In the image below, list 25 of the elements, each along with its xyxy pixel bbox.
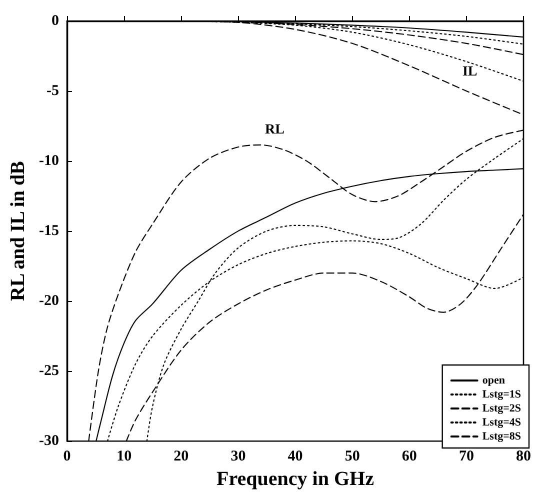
x-tick-label: 30 bbox=[230, 448, 246, 465]
x-tick-label: 20 bbox=[174, 448, 189, 465]
x-tick-label: 10 bbox=[116, 448, 132, 465]
annotation: IL bbox=[462, 64, 478, 80]
x-tick-label: 40 bbox=[288, 448, 303, 465]
x-tick-label: 0 bbox=[63, 448, 71, 465]
y-tick-label: -30 bbox=[39, 433, 59, 450]
x-tick-label: 80 bbox=[516, 448, 531, 465]
legend-label: Lstg=1S bbox=[482, 388, 522, 400]
y-tick-label: -10 bbox=[39, 153, 59, 170]
y-tick-label: 0 bbox=[52, 13, 59, 29]
y-tick-label: -20 bbox=[39, 293, 59, 310]
y-tick-label: -5 bbox=[46, 83, 59, 100]
x-tick-label: 60 bbox=[402, 448, 417, 465]
y-tick-label: -25 bbox=[39, 363, 59, 380]
x-axis-title: Frequency in GHz bbox=[216, 468, 374, 490]
legend-label: Lstg=2S bbox=[482, 402, 522, 414]
y-tick-label: -15 bbox=[39, 223, 59, 240]
legend-label: Lstg=8S bbox=[482, 430, 522, 442]
legend-label: open bbox=[482, 374, 505, 386]
legend-label: Lstg=4S bbox=[482, 416, 522, 428]
x-tick-label: 50 bbox=[344, 448, 360, 465]
y-axis-title: RL and IL in dB bbox=[7, 161, 30, 302]
annotation: RL bbox=[265, 122, 284, 138]
x-tick-label: 70 bbox=[458, 448, 474, 465]
